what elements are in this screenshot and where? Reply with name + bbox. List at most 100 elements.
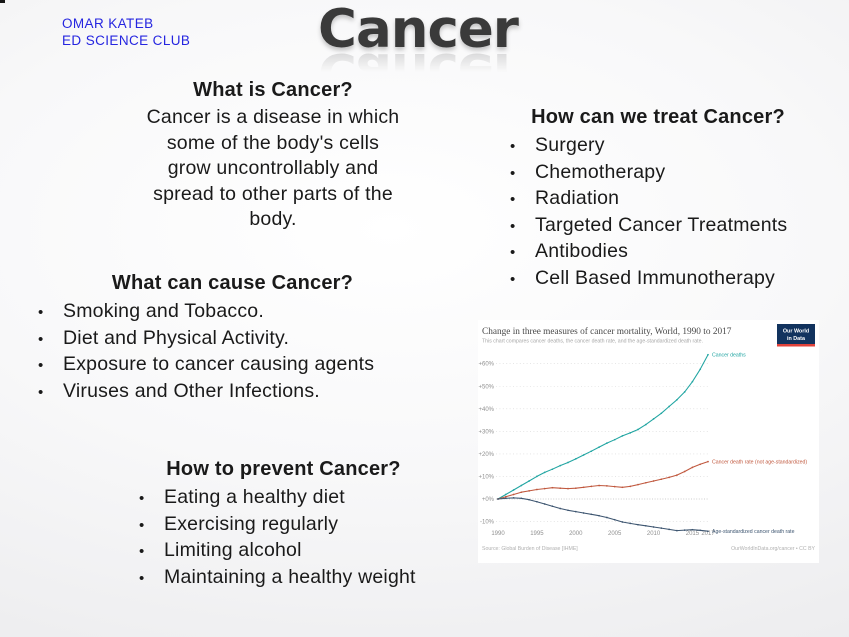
- data-point: [683, 470, 686, 473]
- bullet-icon: •: [38, 330, 44, 348]
- list-item: • Limiting alcohol: [139, 538, 441, 565]
- list-item: • Cell Based Immunotherapy: [510, 266, 828, 293]
- data-point: [536, 500, 538, 503]
- data-point: [598, 446, 600, 448]
- data-point: [551, 468, 554, 471]
- data-point: [598, 514, 600, 517]
- data-point: [660, 478, 663, 481]
- club-name-line2: ED SCIENCE CLUB: [62, 32, 191, 48]
- list-item: • Chemotherapy: [510, 160, 828, 187]
- data-point: [691, 466, 694, 469]
- data-point: [567, 509, 569, 512]
- mortality-line-chart: +60% +50% +40% +30% +20% +10% +0% -10% 1990 1995 2…: [478, 324, 816, 552]
- data-point: [652, 480, 655, 482]
- list-item: • Smoking and Tobacco.: [38, 299, 440, 326]
- chart-text: Cancer death rate (not age-standardized): [712, 460, 807, 466]
- bullet-icon: •: [139, 543, 145, 560]
- data-point: [668, 528, 670, 531]
- data-point: [497, 498, 499, 500]
- data-point: [606, 516, 608, 519]
- data-point: [551, 486, 554, 489]
- data-point: [567, 461, 569, 464]
- data-point: [536, 475, 538, 478]
- data-point: [543, 471, 546, 474]
- chart-text: +10%: [478, 474, 494, 480]
- data-point: [613, 438, 616, 441]
- chart-text: OurWorldInData.org/cancer • CC BY: [731, 546, 815, 552]
- data-point: [699, 463, 702, 466]
- bullet-icon: •: [510, 217, 516, 235]
- bullet-text: Radiation: [535, 187, 620, 209]
- chart-text: 2000: [569, 531, 583, 537]
- bullet-icon: •: [510, 164, 516, 182]
- data-point: [520, 484, 523, 487]
- chart-text: 1995: [530, 531, 544, 537]
- chart-text: -10%: [480, 520, 495, 526]
- data-point: [629, 485, 632, 488]
- data-point: [504, 495, 507, 498]
- section-heading: What can cause Cancer?: [111, 272, 354, 294]
- data-point: [613, 485, 616, 488]
- data-point: [668, 405, 670, 408]
- bullet-icon: •: [38, 383, 44, 401]
- list-item: • Maintaining a healthy weight: [139, 565, 441, 592]
- list-item: • Targeted Cancer Treatments: [510, 213, 828, 240]
- data-point: [668, 476, 670, 479]
- data-point: [528, 490, 530, 492]
- chart-text: Change in three measures of cancer morta…: [482, 326, 732, 337]
- data-point: [707, 353, 709, 356]
- series-line: [497, 497, 709, 532]
- data-point: [637, 428, 639, 431]
- list-item: • Exposure to cancer causing agents: [38, 352, 440, 379]
- section-heading: What is Cancer?: [193, 79, 353, 101]
- section-prevent-cancer: How to prevent Cancer? • Eating a healthy…: [126, 457, 441, 591]
- bullet-list: • Surgery • Chemotherapy • Radiation • Targeted…: [488, 133, 828, 292]
- data-point: [637, 483, 639, 486]
- data-point: [699, 368, 702, 371]
- data-point: [582, 512, 585, 514]
- data-point: [629, 522, 632, 525]
- list-item: • Eating a healthy diet: [139, 485, 441, 512]
- list-item: • Diet and Physical Activity.: [38, 326, 440, 353]
- data-point: [528, 480, 530, 482]
- chart-text: Source: Global Burden of Disease [IHME]: [482, 546, 578, 552]
- data-point: [652, 526, 655, 528]
- data-point: [606, 485, 608, 487]
- slide-title: Cancer: [318, 0, 519, 60]
- data-point: [504, 493, 507, 496]
- data-point: [676, 474, 678, 476]
- bullet-text: Targeted Cancer Treatments: [535, 213, 788, 236]
- chart-text: +0%: [482, 497, 495, 503]
- bullet-icon: •: [139, 490, 145, 507]
- data-point: [590, 450, 593, 453]
- chart-text: 2017: [701, 531, 715, 537]
- data-point: [543, 487, 546, 490]
- bullet-list: • Smoking and Tobacco. • Diet and Physical …: [25, 299, 440, 405]
- chart-text: +50%: [478, 384, 494, 390]
- data-point: [683, 529, 686, 531]
- data-point: [613, 518, 616, 521]
- section-body: Cancer is a disease in which some of the…: [146, 106, 400, 230]
- data-point: [574, 510, 577, 513]
- slide-corner-artifact: [0, 0, 5, 3]
- data-point: [512, 489, 515, 491]
- section-heading: How can we treat Cancer?: [531, 106, 785, 128]
- data-point: [567, 487, 569, 490]
- data-point: [528, 498, 530, 501]
- chart-text: +40%: [478, 407, 494, 413]
- data-point: [621, 486, 624, 489]
- data-point: [504, 497, 507, 500]
- list-item: • Viruses and Other Infections.: [38, 379, 440, 406]
- list-item: • Antibodies: [510, 239, 828, 266]
- chart-text: 1990: [491, 531, 505, 537]
- data-point: [707, 460, 709, 463]
- chart-text: Cancer deaths: [712, 353, 746, 359]
- data-point: [574, 487, 577, 490]
- data-point: [707, 530, 709, 533]
- bullet-text: Eating a healthy diet: [164, 486, 345, 508]
- chart-text: in Data: [787, 336, 806, 342]
- bullet-text: Exercising regularly: [164, 512, 339, 535]
- data-point: [652, 418, 655, 420]
- list-item: • Radiation: [510, 186, 828, 213]
